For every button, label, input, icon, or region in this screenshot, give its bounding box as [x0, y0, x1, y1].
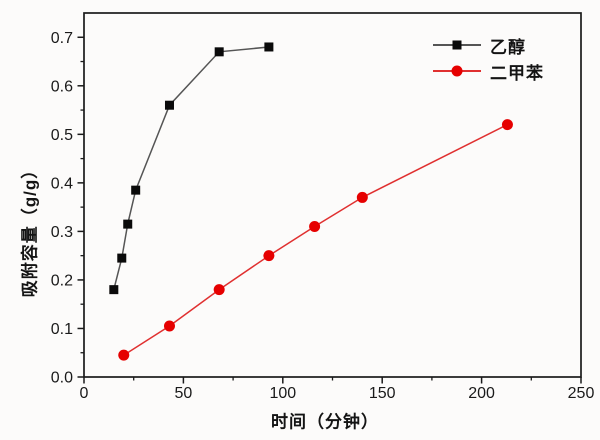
- y-tick-label: 0.2: [51, 272, 73, 289]
- ethanol-data-point: [117, 253, 127, 263]
- y-axis-title: 吸附容量（g/g）: [20, 160, 40, 298]
- legend-item-xylene: 二甲苯: [433, 58, 544, 84]
- xylene-data-point: [356, 191, 368, 203]
- legend-label-xylene: 二甲苯: [490, 63, 544, 83]
- y-tick-label: 0.7: [51, 30, 73, 47]
- xylene-series-line: [123, 123, 508, 356]
- ethanol-legend-line: [433, 40, 481, 50]
- x-axis-title: 时间（分钟）: [271, 412, 379, 432]
- xylene-circle-marker-icon: [451, 65, 463, 77]
- x-tick-label: 100: [269, 385, 296, 402]
- legend: 乙醇 二甲苯: [433, 32, 544, 84]
- xylene-data-point: [213, 284, 225, 296]
- y-tick-label: 0.6: [51, 78, 73, 95]
- legend-label-ethanol: 乙醇: [490, 37, 526, 57]
- xylene-legend-line: [433, 65, 481, 77]
- ethanol-data-point: [109, 285, 119, 295]
- xylene-data-point: [118, 349, 130, 361]
- ethanol-data-point: [131, 185, 141, 195]
- xylene-data-point: [263, 250, 275, 262]
- x-tick-label: 250: [568, 385, 595, 402]
- y-tick-label: 0.0: [51, 370, 73, 387]
- x-tick-label: 200: [468, 385, 495, 402]
- xylene-data-point: [501, 119, 513, 131]
- xylene-data-point: [163, 320, 175, 332]
- ethanol-data-point: [264, 42, 274, 52]
- ethanol-series-line: [113, 46, 269, 290]
- x-tick-label: 50: [175, 385, 193, 402]
- ethanol-data-point: [123, 219, 133, 229]
- y-tick-label: 0.5: [51, 127, 73, 144]
- y-tick-label: 0.3: [51, 224, 73, 241]
- x-tick-label: 0: [80, 385, 89, 402]
- y-tick-label: 0.4: [51, 175, 73, 192]
- legend-item-ethanol: 乙醇: [433, 32, 544, 58]
- xylene-data-point: [309, 221, 321, 233]
- ethanol-data-point: [164, 100, 174, 110]
- y-tick-label: 0.1: [51, 321, 73, 338]
- ethanol-square-marker-icon: [452, 40, 462, 50]
- x-tick-label: 150: [369, 385, 396, 402]
- ethanol-data-point: [214, 47, 224, 57]
